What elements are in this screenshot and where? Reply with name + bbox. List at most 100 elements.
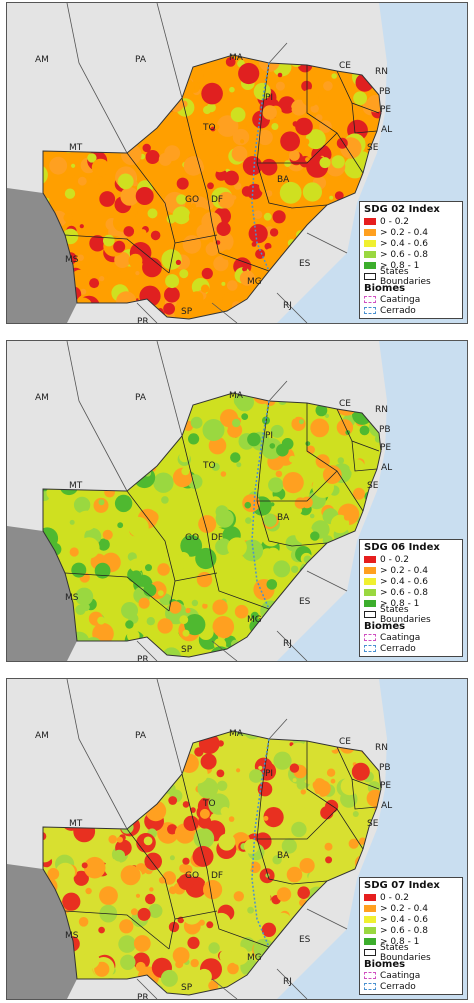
municipality-patch	[370, 440, 377, 447]
state-boundary	[256, 738, 328, 885]
municipality-patch	[157, 563, 170, 576]
municipality-patch	[120, 954, 136, 970]
state-label-se: SE	[367, 819, 379, 829]
municipality-patch	[291, 414, 296, 419]
municipality-patch	[129, 558, 144, 573]
municipality-patch	[272, 855, 282, 865]
state-label-pb: PB	[379, 425, 391, 435]
legend-class-label: > 0.8 - 1	[380, 598, 420, 609]
legend-class-row: > 0.6 - 0.8	[364, 925, 458, 936]
state-label-rj: RJ	[283, 301, 292, 311]
municipality-patch	[305, 157, 310, 162]
legend-class-row: > 0.2 - 0.4	[364, 565, 458, 576]
municipality-patch	[245, 517, 252, 524]
municipality-patch	[133, 935, 151, 952]
municipality-patch	[71, 562, 87, 578]
state-boundary	[351, 778, 378, 810]
municipality-patch	[238, 907, 246, 915]
municipality-patch	[73, 870, 89, 886]
municipality-patch	[293, 517, 299, 523]
legend-class-label: > 0.6 - 0.8	[380, 925, 428, 936]
map-svg	[7, 679, 467, 999]
municipality-patch	[234, 604, 249, 619]
municipality-patch	[226, 770, 235, 779]
municipality-patch	[265, 190, 273, 197]
state-boundary	[306, 908, 348, 930]
legend-swatch	[364, 972, 376, 979]
municipality-patch	[200, 592, 213, 605]
municipality-patch	[227, 537, 247, 557]
municipality-patch	[208, 980, 219, 991]
legend-swatch	[364, 251, 376, 258]
municipality-patch	[137, 907, 151, 921]
state-label-pa: PA	[135, 731, 147, 741]
municipality-patch	[235, 393, 254, 412]
state-label-ce: CE	[339, 399, 351, 409]
legend-swatch	[364, 949, 376, 956]
legend-swatch	[364, 589, 376, 596]
municipality-patch	[286, 866, 303, 883]
state-label-sp: SP	[181, 307, 193, 317]
municipality-patch	[142, 257, 162, 278]
municipality-patch	[257, 129, 273, 146]
municipality-patch	[143, 583, 157, 597]
state-boundary	[268, 380, 288, 402]
municipality-patch	[98, 926, 105, 934]
state-boundary	[126, 152, 176, 274]
municipality-patch	[214, 124, 220, 130]
legend-states-row: States Boundaries	[364, 943, 458, 963]
municipality-patch	[137, 208, 146, 217]
municipality-patch	[64, 188, 76, 199]
region-outline	[42, 392, 382, 658]
municipality-patch	[201, 82, 223, 105]
legend-class-label: 0 - 0.2	[380, 892, 410, 903]
municipality-patch	[128, 516, 149, 538]
municipality-patch	[184, 614, 206, 636]
municipality-patch	[294, 497, 307, 509]
municipality-patch	[128, 253, 143, 268]
municipality-patch	[78, 917, 89, 927]
state-boundary	[257, 808, 338, 840]
state-label-df: DF	[211, 871, 224, 881]
legend-swatch	[364, 983, 376, 990]
legend-caatinga-row: Caatinga	[364, 632, 458, 643]
map-panel-sdg07: AM PA MA CE RN PB PE PI AL SE TO BA MT GO DF MS MG ES RJ SP…	[6, 678, 468, 1000]
municipality-patch	[69, 547, 79, 557]
municipality-patch	[83, 856, 106, 879]
municipality-patch	[273, 560, 291, 578]
legend-swatch	[364, 307, 376, 314]
municipality-patch	[269, 228, 279, 237]
municipality-patch	[349, 459, 365, 475]
legend-class-row: > 0.6 - 0.8	[364, 587, 458, 598]
legend-biome-label: Caatinga	[380, 632, 421, 643]
legend-swatch	[364, 296, 376, 303]
municipality-patch	[257, 781, 273, 797]
state-label-pr: PR	[137, 317, 149, 324]
municipality-patch	[233, 891, 244, 902]
municipality-patch	[224, 170, 239, 186]
municipality-patch	[145, 893, 156, 905]
municipality-patch	[77, 176, 87, 186]
municipality-patch	[298, 419, 304, 425]
municipality-patch	[203, 200, 214, 211]
municipality-patch	[102, 529, 113, 540]
legend-class-label: > 0.4 - 0.6	[380, 238, 428, 249]
municipality-patch	[198, 515, 217, 534]
legend-class-label: > 0.2 - 0.4	[380, 227, 428, 238]
state-boundary	[211, 640, 238, 661]
legend-swatch	[364, 634, 376, 641]
municipality-patch	[44, 521, 51, 527]
municipality-patch	[172, 947, 190, 964]
municipality-patch	[295, 525, 314, 544]
municipality-patch	[179, 451, 190, 463]
municipality-patch	[165, 274, 180, 289]
municipality-patch	[258, 765, 263, 770]
state-boundary	[174, 910, 218, 920]
municipality-patch	[322, 465, 342, 484]
municipality-patch	[273, 751, 292, 770]
municipality-patch	[241, 413, 249, 420]
state-boundary	[257, 470, 338, 502]
municipality-patch	[244, 501, 252, 509]
municipality-patch	[232, 418, 241, 428]
municipality-patch	[210, 126, 216, 132]
